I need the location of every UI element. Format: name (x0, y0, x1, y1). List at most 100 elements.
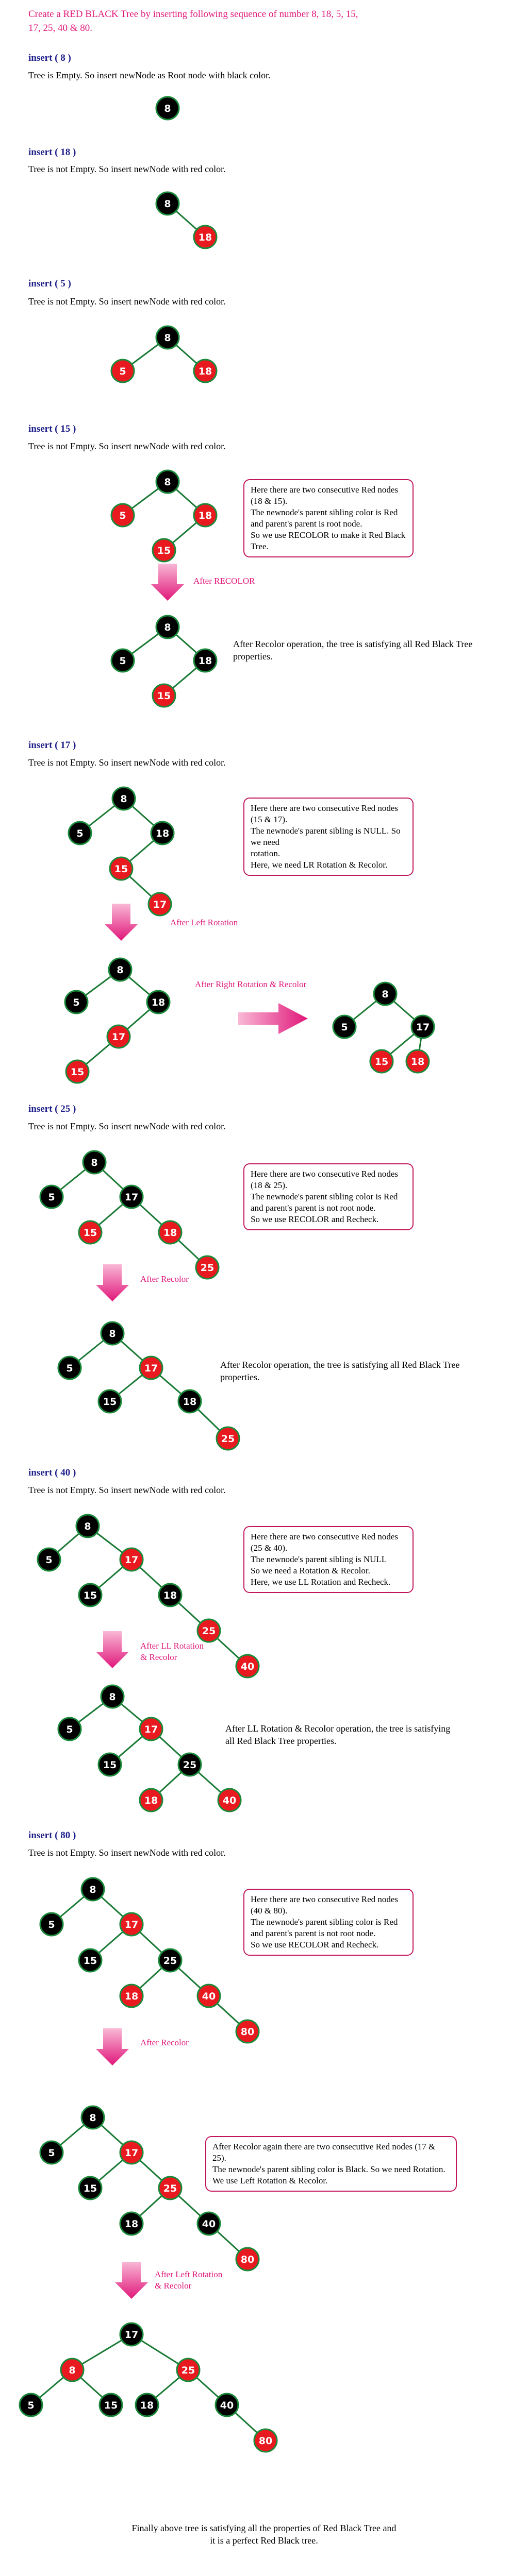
step-heading-insert-8: insert ( 8 ) (28, 53, 71, 63)
node-circle (155, 191, 180, 216)
node-circle (39, 2140, 64, 2165)
node-circle (253, 2428, 278, 2453)
tree-node-15-red: 15 (65, 1059, 90, 1084)
node-circle (235, 1654, 260, 1679)
node-value: 8 (164, 103, 171, 114)
node-circle (111, 786, 136, 811)
final-conclusion: Finally above tree is satisfying all the… (0, 2522, 528, 2547)
tree-node-17-black: 17 (410, 1014, 435, 1039)
tree-node-8-black: 8 (155, 325, 180, 350)
tree-node-18-black: 18 (177, 1389, 202, 1414)
node-circle (108, 957, 133, 982)
node-value: 17 (125, 1192, 138, 1203)
tree-node-8-black: 8 (80, 2105, 105, 2130)
tree-node-18-red: 18 (405, 1049, 430, 1074)
node-circle (100, 1684, 125, 1709)
node-circle (155, 96, 180, 121)
step-description-insert-8: Tree is Empty. So insert newNode as Root… (28, 70, 271, 80)
tree-node-17-black: 17 (119, 2322, 144, 2347)
node-circle (57, 1355, 82, 1380)
node-circle (214, 2393, 239, 2417)
tree-node-15-black: 15 (98, 2393, 123, 2417)
node-circle (119, 2322, 144, 2347)
tree-node-8-black: 8 (100, 1684, 125, 1709)
tree-node-40-red: 40 (235, 1654, 260, 1679)
arrow-label-after-recolor-15: After RECOLOR (193, 576, 255, 586)
tree-node-25-red: 25 (216, 1426, 240, 1451)
node-circle (410, 1014, 435, 1039)
tree-node-15-black: 15 (97, 1752, 122, 1777)
node-circle (158, 1220, 183, 1245)
tree-t14: 8 5 17 15 25 18 40 80 (39, 2105, 260, 2272)
node-circle (196, 1618, 221, 1643)
node-value: 17 (112, 1031, 125, 1043)
tree-node-18-red: 18 (193, 359, 218, 383)
arrow-label-after-ll-rotation: After LL Rotation & Recolor (140, 1640, 204, 1663)
node-circle (119, 2211, 144, 2236)
tree-node-8-black: 8 (111, 786, 136, 811)
node-value: 5 (119, 510, 126, 521)
node-circle (177, 1752, 202, 1777)
tree-node-8-black: 8 (80, 1877, 105, 1902)
node-circle (193, 503, 218, 528)
final-line: Finally above tree is satisfying all the… (131, 2523, 397, 2533)
side-line: properties. (233, 651, 273, 662)
node-value: 40 (202, 2218, 216, 2230)
node-circle (100, 1321, 125, 1346)
node-value: 5 (341, 1022, 348, 1033)
note-line: and parent's parent is root node. (251, 519, 362, 529)
tree-node-80-red: 80 (235, 2247, 260, 2272)
node-circle (39, 1184, 64, 1209)
node-value: 25 (163, 2183, 177, 2194)
node-value: 17 (125, 1554, 138, 1566)
tree-node-8-red: 8 (60, 2358, 85, 2382)
node-value: 8 (164, 477, 171, 488)
node-value: 80 (259, 2435, 272, 2447)
tree-node-5-black: 5 (57, 1355, 82, 1380)
tree-node-17-red: 17 (139, 1717, 163, 1741)
node-value: 25 (183, 1759, 196, 1771)
step-description-insert-5: Tree is not Empty. So insert newNode wit… (28, 296, 226, 307)
arrow-label-line: & Recolor (140, 1652, 177, 1662)
node-value: 17 (144, 1724, 158, 1735)
tree-node-5-black: 5 (110, 648, 135, 673)
tree-node-18-black: 18 (193, 648, 218, 673)
node-circle (97, 1752, 122, 1777)
node-value: 5 (119, 366, 126, 377)
node-value: 5 (48, 1192, 55, 1203)
node-circle (147, 892, 172, 917)
node-circle (110, 503, 135, 528)
node-circle (37, 1547, 61, 1572)
node-circle (78, 2176, 103, 2200)
node-circle (235, 2019, 260, 2044)
note-consecutive-red-18-25: Here there are two consecutive Red nodes… (243, 1163, 414, 1230)
note-line: So we use RECOLOR and Recheck. (251, 1940, 379, 1950)
tree-node-15-red: 15 (152, 538, 176, 563)
node-circle (106, 1024, 131, 1049)
node-value: 5 (76, 828, 83, 839)
note-line: So we use RECOLOR to make it Red Black T… (251, 530, 406, 551)
node-value: 15 (84, 1227, 97, 1239)
node-value: 15 (84, 1955, 97, 1967)
tree-t3: 8 5 18 (110, 325, 218, 383)
tree-node-5-red: 5 (110, 359, 135, 383)
tree-node-5-black: 5 (332, 1014, 357, 1039)
tree-node-17-red: 17 (119, 1547, 144, 1572)
node-value: 17 (125, 2329, 138, 2341)
step-description-insert-15: Tree is not Empty. So insert newNode wit… (28, 441, 226, 451)
node-value: 15 (157, 545, 171, 556)
node-circle (19, 2393, 43, 2417)
arrow-label-line: After Left Rotation (155, 2269, 223, 2279)
node-circle (98, 2393, 123, 2417)
tree-t11: 8 5 17 15 18 25 40 (37, 1514, 260, 1679)
node-value: 5 (119, 655, 126, 667)
node-value: 18 (199, 232, 212, 243)
note-line: The newnode's parent sibling is NULL. So… (251, 826, 401, 847)
tree-node-18-black: 18 (146, 990, 171, 1014)
node-circle (176, 2358, 201, 2382)
node-circle (193, 359, 218, 383)
step-heading-insert-5: insert ( 5 ) (28, 278, 71, 289)
arrow-label-line: & Recolor (155, 2281, 192, 2291)
node-circle (119, 1984, 144, 2008)
node-value: 25 (202, 1625, 216, 1637)
